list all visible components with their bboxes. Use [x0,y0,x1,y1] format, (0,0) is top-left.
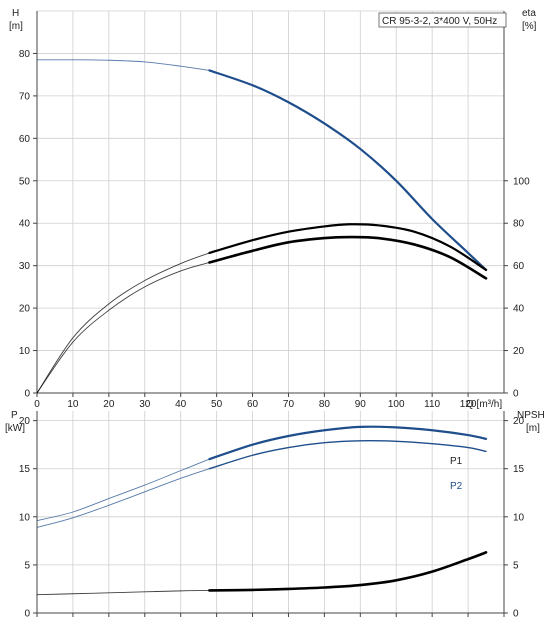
top-x-tick-label: 60 [247,399,259,410]
top-left-tick-label: 20 [19,304,31,315]
bottom-left-tick-label: 10 [19,512,31,523]
top-series-3-thin-segment [36,262,210,394]
top-series-1-thin-segment [36,59,210,71]
top-left-tick-label: 40 [19,219,31,230]
chart-title-box [378,12,507,28]
top-x-tick-label: 20 [103,399,115,410]
head-efficiency-chart: 0 10 20 30 40 50 60 70 80 0 20 40 60 80 100 0 10 20 30 40 50… [19,10,530,410]
top-right-axis-label-2: [%] [522,21,537,32]
bottom-series-3-bold-segment [208,551,488,592]
top-left-tick-label: 50 [19,176,31,187]
top-x-tick-label: 40 [175,399,187,410]
top-x-tick-label: 120 [460,399,477,410]
bottom-series-2-thin-segment [36,468,210,528]
top-x-tick-label: 90 [355,399,367,410]
top-x-tick-label: 50 [211,399,223,410]
power-npsh-chart: 0 5 10 15 20 0 5 10 15 20 [19,411,525,620]
bottom-left-tick-label: 0 [24,609,30,620]
top-x-tick-label: 70 [283,399,295,410]
top-right-tick-label: 80 [513,219,525,230]
series-label-p2: P2 [450,481,463,492]
top-x-tick-label: 0 [34,399,40,410]
bottom-left-tick-label: 15 [19,464,31,475]
top-x-tick-label: 10 [67,399,79,410]
top-x-tick-label: 100 [388,399,405,410]
bottom-right-axis-label-1: NPSH [517,410,545,421]
top-series-3-bold-segment [208,235,488,280]
top-x-tick-label: 80 [319,399,331,410]
top-right-tick-label: 60 [513,261,525,272]
chart-title: CR 95-3-2, 3*400 V, 50Hz [382,16,497,27]
top-left-tick-label: 80 [19,49,31,60]
top-right-tick-label: 100 [513,176,530,187]
top-series-2-thin-segment [36,252,210,394]
top-series-2-bold-segment [208,223,488,272]
top-plot-area [37,11,504,393]
bottom-left-axis-label-1: P [11,410,18,421]
bottom-left-axis-label-2: [kW] [5,423,25,434]
bottom-series-2-bold-segment [208,440,487,470]
bottom-right-tick-label: 10 [513,512,525,523]
bottom-plot-area [37,411,504,613]
bottom-series-1-bold-segment [208,425,488,461]
top-left-tick-label: 60 [19,134,31,145]
bottom-series-1-thin-segment [36,458,210,522]
top-x-tick-label: 30 [139,399,151,410]
top-right-tick-label: 40 [513,304,525,315]
bottom-right-axis-label-2: [m] [526,423,540,434]
top-left-axis-label-1: H [12,8,19,19]
bottom-left-tick-label: 20 [19,416,31,427]
top-left-axis-label-2: [m] [9,21,23,32]
top-right-tick-label: 0 [513,389,519,400]
top-left-tick-label: 30 [19,261,31,272]
top-right-axis-label-1: eta [522,8,536,19]
bottom-right-tick-label: 20 [513,416,525,427]
top-left-tick-label: 10 [19,346,31,357]
top-right-tick-label: 20 [513,346,525,357]
bottom-right-tick-label: 5 [513,560,519,571]
bottom-right-tick-label: 15 [513,464,525,475]
x-axis-label: Q [m³/h] [466,399,502,410]
top-left-tick-label: 0 [24,389,30,400]
bottom-series-3-thin-segment [36,589,210,596]
top-series-1-bold-segment [208,69,488,272]
bottom-left-tick-label: 5 [24,560,30,571]
top-left-tick-label: 70 [19,91,31,102]
series-label-p1: P1 [450,456,463,467]
bottom-right-tick-label: 0 [513,609,519,620]
top-x-tick-label: 110 [424,399,440,410]
